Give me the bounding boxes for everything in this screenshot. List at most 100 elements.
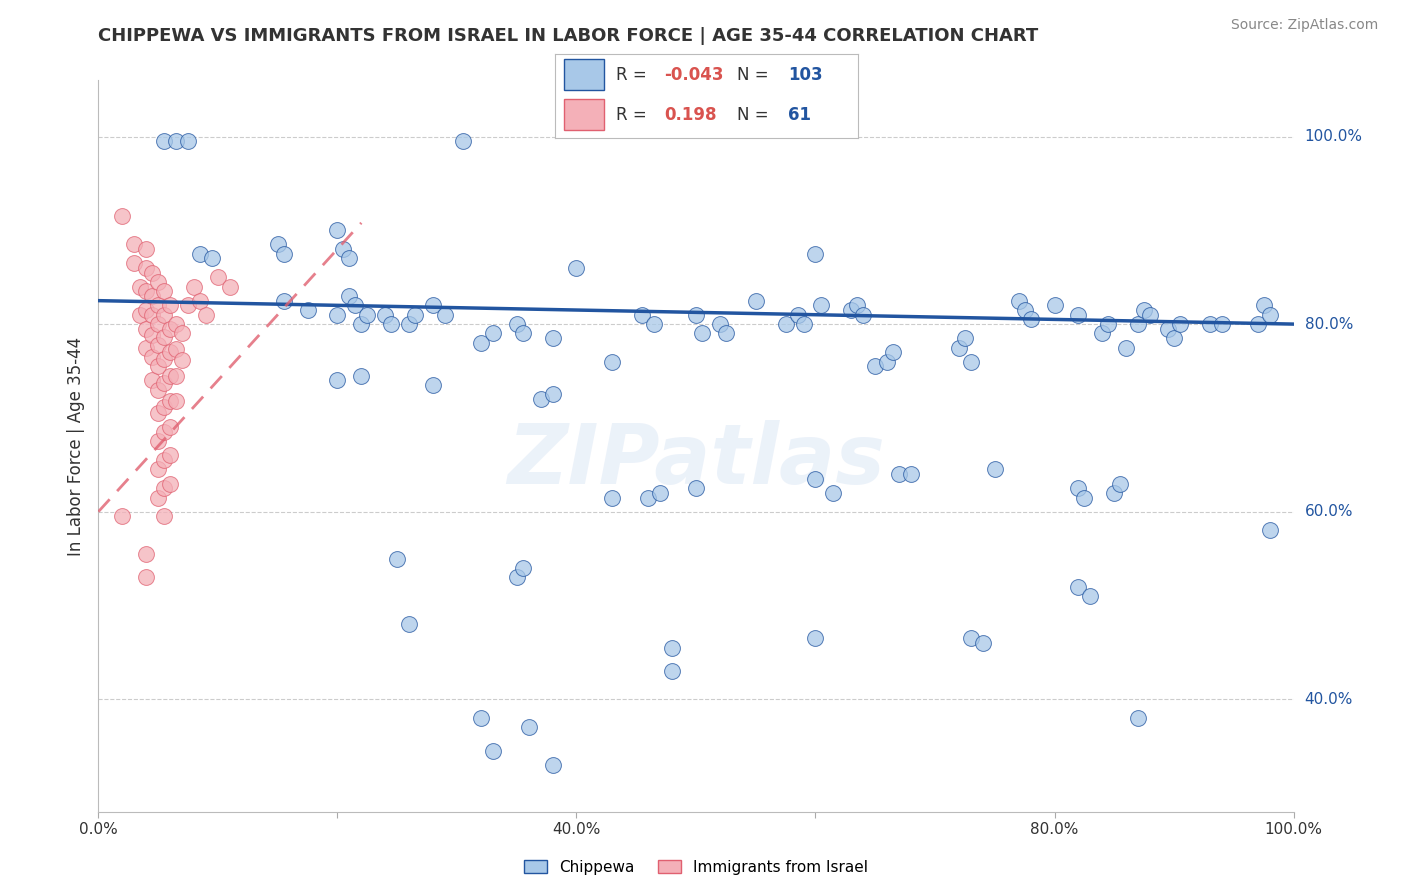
Point bbox=[124, 256, 146, 270]
Point bbox=[1080, 589, 1102, 603]
Point bbox=[1168, 317, 1191, 331]
Point bbox=[135, 547, 157, 561]
Point bbox=[141, 289, 163, 303]
Point bbox=[600, 354, 623, 368]
Point bbox=[863, 359, 886, 374]
Point bbox=[1163, 331, 1185, 345]
Point bbox=[1091, 326, 1114, 341]
Point bbox=[219, 279, 242, 293]
Point bbox=[745, 293, 768, 308]
Point bbox=[148, 491, 170, 505]
Point bbox=[129, 308, 152, 322]
Point bbox=[148, 337, 170, 351]
Point bbox=[129, 279, 152, 293]
Point bbox=[1043, 298, 1066, 312]
Point bbox=[648, 486, 672, 500]
Text: 61: 61 bbox=[789, 105, 811, 123]
Point bbox=[135, 341, 157, 355]
Text: 80.0%: 80.0% bbox=[1305, 317, 1353, 332]
Point bbox=[804, 632, 827, 646]
Point bbox=[900, 467, 922, 482]
Point bbox=[398, 317, 420, 331]
Point bbox=[1115, 341, 1137, 355]
Point bbox=[135, 322, 157, 336]
Point bbox=[172, 326, 194, 341]
Point bbox=[661, 640, 683, 655]
Point bbox=[135, 260, 157, 275]
Legend: Chippewa, Immigrants from Israel: Chippewa, Immigrants from Israel bbox=[517, 854, 875, 881]
Point bbox=[481, 744, 505, 758]
Text: 0.198: 0.198 bbox=[664, 105, 717, 123]
Point bbox=[124, 237, 146, 252]
Point bbox=[273, 293, 295, 308]
Point bbox=[201, 252, 224, 266]
Point bbox=[159, 298, 181, 312]
Point bbox=[1258, 308, 1281, 322]
Point bbox=[1198, 317, 1220, 331]
Point bbox=[326, 308, 349, 322]
Point bbox=[148, 317, 170, 331]
Point bbox=[685, 308, 707, 322]
Point bbox=[153, 134, 176, 148]
Point bbox=[148, 406, 170, 420]
Point bbox=[1097, 317, 1119, 331]
Point bbox=[159, 476, 181, 491]
Point bbox=[177, 298, 200, 312]
Point bbox=[153, 481, 176, 495]
Text: 103: 103 bbox=[789, 66, 823, 84]
Point bbox=[1133, 303, 1156, 318]
Text: CHIPPEWA VS IMMIGRANTS FROM ISRAEL IN LABOR FORCE | AGE 35-44 CORRELATION CHART: CHIPPEWA VS IMMIGRANTS FROM ISRAEL IN LA… bbox=[98, 27, 1039, 45]
Point bbox=[350, 368, 373, 383]
Point bbox=[153, 425, 176, 439]
Point bbox=[1067, 580, 1090, 594]
Text: 60.0%: 60.0% bbox=[1305, 504, 1353, 519]
Point bbox=[148, 275, 170, 289]
Point bbox=[1109, 476, 1132, 491]
Point bbox=[297, 303, 319, 318]
Point bbox=[141, 328, 163, 343]
Point bbox=[188, 246, 211, 260]
Point bbox=[506, 570, 529, 584]
Point bbox=[148, 359, 170, 374]
Point bbox=[165, 368, 187, 383]
Point bbox=[1067, 308, 1090, 322]
Point bbox=[141, 266, 163, 280]
Point bbox=[188, 293, 211, 308]
Point bbox=[846, 298, 869, 312]
Point bbox=[959, 354, 981, 368]
Point bbox=[565, 260, 588, 275]
Point bbox=[326, 373, 349, 387]
Point bbox=[1128, 317, 1150, 331]
Point bbox=[714, 326, 737, 341]
Point bbox=[637, 491, 659, 505]
Point bbox=[804, 472, 827, 486]
Point bbox=[786, 308, 808, 322]
Point bbox=[810, 298, 832, 312]
Point bbox=[529, 392, 551, 406]
Point bbox=[267, 237, 290, 252]
Point bbox=[512, 561, 534, 575]
Point bbox=[1157, 322, 1180, 336]
Point bbox=[135, 303, 157, 318]
FancyBboxPatch shape bbox=[564, 99, 603, 130]
Point bbox=[1007, 293, 1029, 308]
Point bbox=[541, 757, 564, 772]
Point bbox=[470, 335, 492, 350]
Point bbox=[337, 289, 360, 303]
Point bbox=[153, 351, 176, 366]
Point bbox=[172, 352, 194, 367]
Point bbox=[404, 308, 426, 322]
Point bbox=[165, 134, 187, 148]
Point bbox=[876, 354, 898, 368]
Text: -0.043: -0.043 bbox=[664, 66, 724, 84]
Point bbox=[135, 242, 157, 256]
Text: ZIPatlas: ZIPatlas bbox=[508, 420, 884, 501]
Point bbox=[159, 449, 181, 463]
Point bbox=[959, 632, 981, 646]
Point bbox=[111, 509, 134, 524]
Point bbox=[1258, 524, 1281, 538]
FancyBboxPatch shape bbox=[564, 60, 603, 90]
Point bbox=[350, 317, 373, 331]
Point bbox=[422, 378, 444, 392]
Point bbox=[159, 420, 181, 434]
